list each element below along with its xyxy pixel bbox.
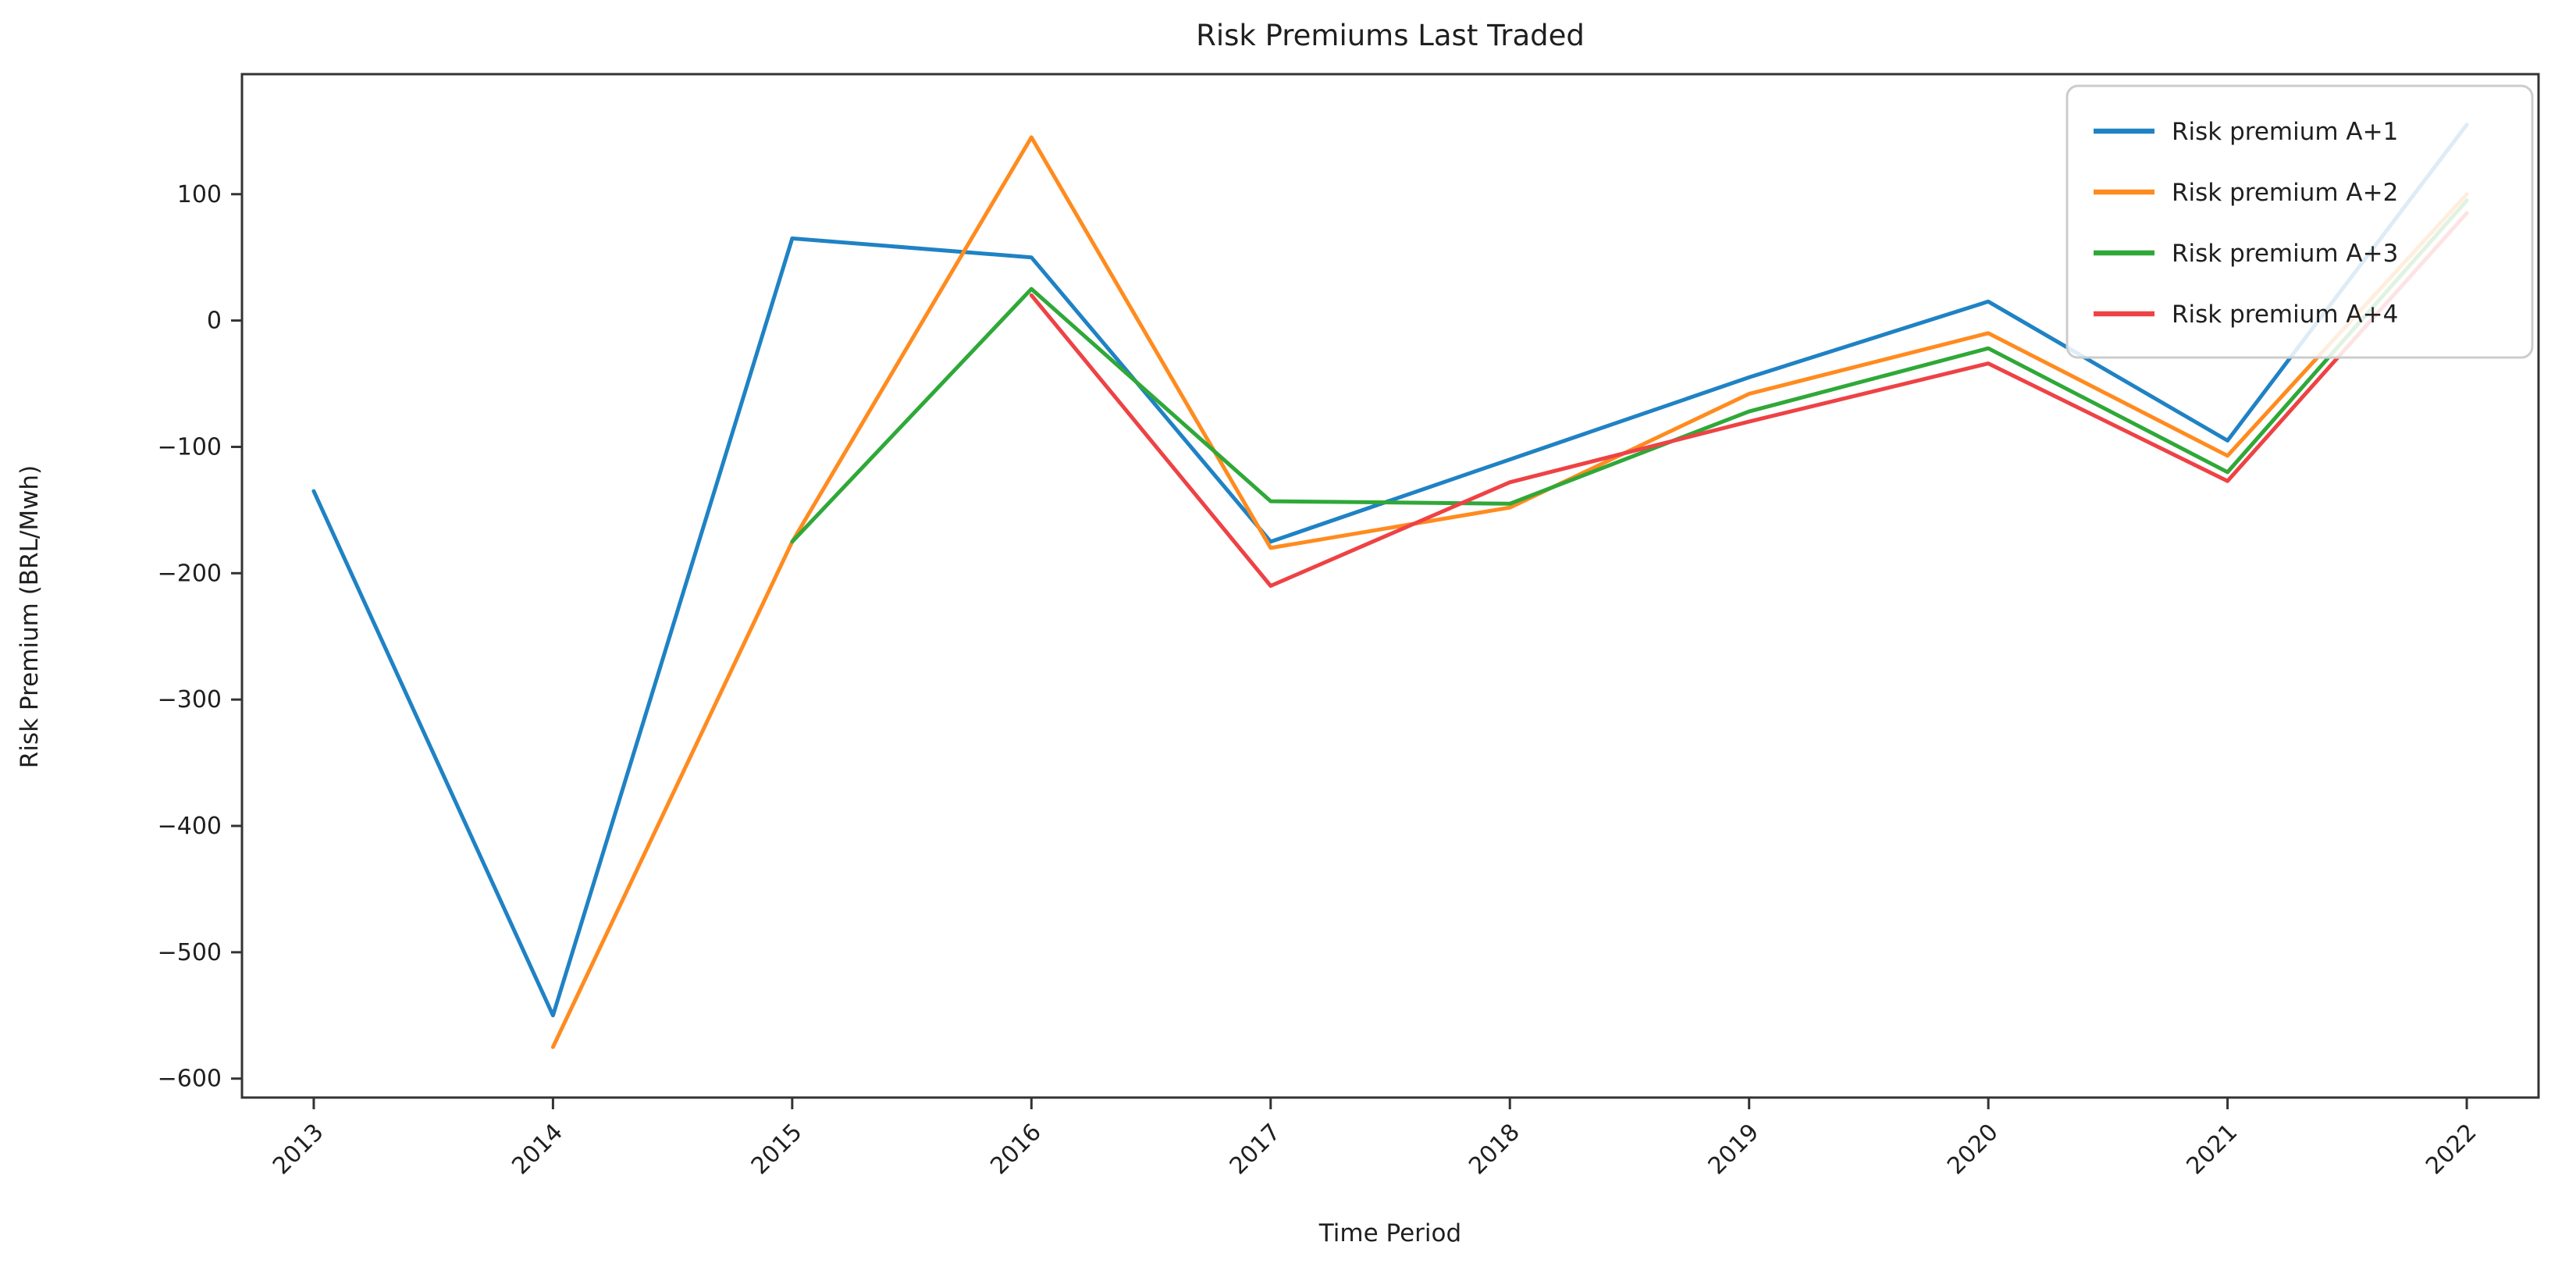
x-tick-label: 2020 [1942,1119,2004,1180]
x-tick-label: 2021 [2182,1119,2243,1180]
x-tick-label: 2022 [2421,1119,2482,1180]
y-tick-label: −300 [158,686,222,713]
x-tick-label: 2018 [1464,1119,1525,1180]
plot-border [240,73,2540,1099]
chart-title: Risk Premiums Last Traded [1196,19,1585,52]
series-line-2 [550,135,2469,1049]
legend: Risk premium A+1 Risk premium A+2 Risk pre… [2065,84,2534,359]
y-tick-label: −600 [158,1066,222,1093]
x-axis-label: Time Period [1318,1219,1461,1247]
series-line-3 [790,198,2469,544]
x-tick-label: 2015 [746,1119,808,1180]
x-tick-label: 2014 [507,1119,568,1180]
y-axis-label: Risk Premium (BRL/Mwh) [16,465,44,768]
y-tick-label: −400 [158,813,222,840]
y-tick-label: 100 [177,181,222,208]
y-tick-label: −200 [158,560,222,587]
series-line-4 [1029,211,2469,588]
legend-label-3: Risk premium A+3 [2172,240,2398,268]
legend-box [2065,84,2534,359]
x-tick-label: 2019 [1703,1119,1765,1180]
y-tick-label: −500 [158,939,222,966]
legend-label-2: Risk premium A+2 [2172,179,2398,207]
series-lines [311,123,2469,1049]
x-tick-label: 2016 [985,1119,1047,1180]
y-tick-label: 0 [207,308,222,335]
x-tick-label: 2013 [268,1119,329,1180]
legend-label-4: Risk premium A+4 [2172,301,2398,329]
legend-label-1: Risk premium A+1 [2172,118,2398,146]
y-tick-label: −100 [158,433,222,461]
x-tick-label: 2017 [1225,1119,1286,1180]
